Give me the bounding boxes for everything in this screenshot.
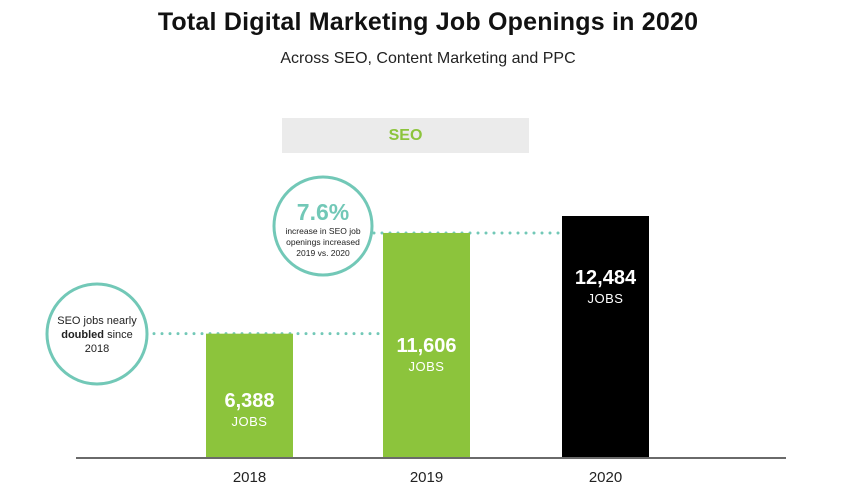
x-tick-2018: 2018: [233, 469, 266, 486]
unit-label-2019: JOBS: [409, 359, 445, 374]
bar-2019: [383, 232, 470, 457]
callout-2018-line-2: doubled since: [61, 329, 133, 341]
chart-subtitle: Across SEO, Content Marketing and PPC: [280, 50, 576, 67]
callout-2019-line-3: 2019 vs. 2020: [296, 248, 350, 258]
unit-label-2020: JOBS: [588, 291, 624, 306]
section-label-seo: SEO: [282, 118, 529, 153]
callout-2019-headline: 7.6%: [297, 199, 349, 225]
callout-2019-line-1: increase in SEO job: [285, 226, 360, 236]
data-label-2019: 11,606: [396, 335, 456, 357]
data-label-2020: 12,484: [575, 267, 637, 289]
callout-2019-line-2: openings increased: [286, 237, 360, 247]
chart-title: Total Digital Marketing Job Openings in …: [157, 8, 699, 36]
unit-label-2018: JOBS: [232, 414, 268, 429]
bar-2018: [206, 333, 293, 457]
callout-circle-2019: [272, 175, 374, 277]
x-tick-2019: 2019: [410, 469, 443, 486]
x-tick-2020: 2020: [589, 469, 622, 486]
data-label-2018: 6,388: [224, 390, 274, 412]
callout-2018-line-3: 2018: [85, 343, 109, 355]
callout-circle-2018: [45, 282, 149, 386]
callout-2018-line-1: SEO jobs nearly: [57, 315, 137, 327]
bar-2020: [562, 216, 649, 457]
